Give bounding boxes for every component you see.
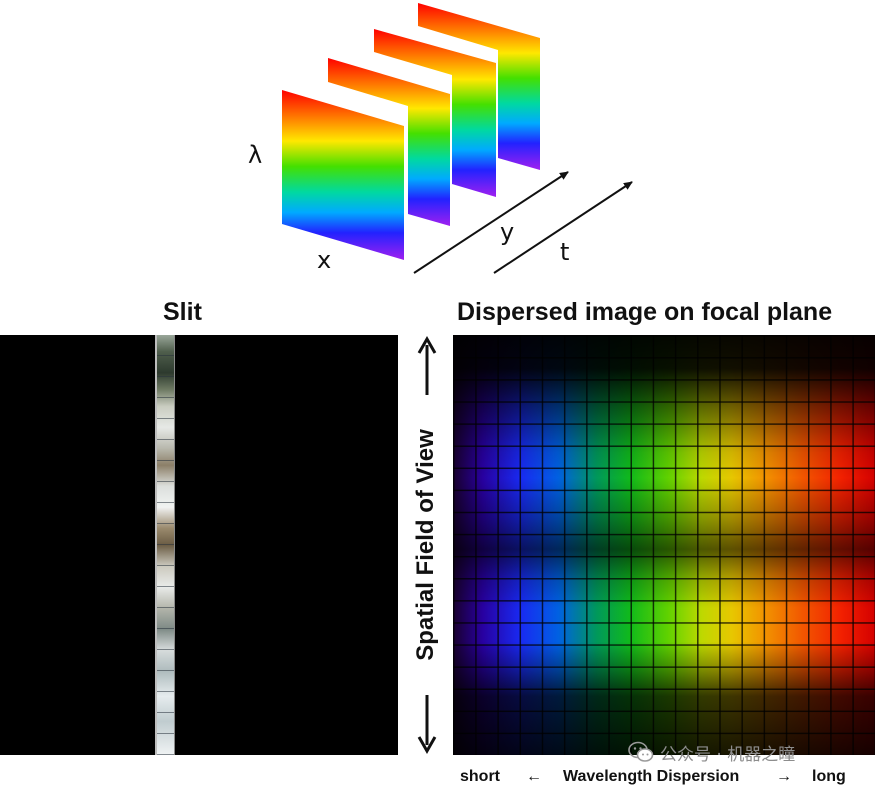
lambda-axis-label: λ [248, 141, 262, 169]
axis-long-label: long [812, 768, 846, 785]
fov-up-arrowhead [417, 335, 437, 354]
dispersed-image-title: Dispersed image on focal plane [457, 298, 833, 326]
fov-arrows [417, 335, 437, 755]
spatial-fov-axis: Spatial Field of View [400, 335, 452, 755]
hyperspectral-cube-diagram: λ x y t [248, 3, 633, 274]
x-axis-label: x [317, 246, 331, 274]
axis-right-arrow: → [776, 768, 792, 785]
axis-short-label: short [460, 768, 500, 785]
spectral-frame-4 [418, 3, 540, 170]
slit-image-strip [155, 335, 175, 755]
dispersed-image-panel [453, 335, 875, 755]
spectral-frame-1 [282, 90, 404, 260]
spatial-fov-label: Spatial Field of View [412, 429, 439, 661]
spectral-frame-3 [374, 29, 496, 197]
axis-left-arrow: ← [526, 768, 542, 785]
wechat-icon [628, 741, 654, 762]
t-axis-label: t [560, 238, 569, 266]
watermark-text: 公众号 · 机器之瞳 [660, 744, 796, 765]
wavelength-dispersion-label: Wavelength Dispersion [563, 768, 740, 785]
fov-down-arrowhead [417, 736, 437, 755]
detector-pixel-grid [453, 335, 875, 755]
wavelength-axis: short ← Wavelength Dispersion → long [460, 768, 880, 788]
y-axis-label: y [500, 218, 514, 246]
t-axis-arrow [493, 181, 633, 274]
watermark: 公众号 · 机器之瞳 [628, 740, 796, 765]
slit-panel [0, 335, 398, 755]
slit-title: Slit [163, 298, 202, 326]
y-axis-arrow [413, 171, 569, 274]
spectral-frame-2 [328, 58, 450, 226]
